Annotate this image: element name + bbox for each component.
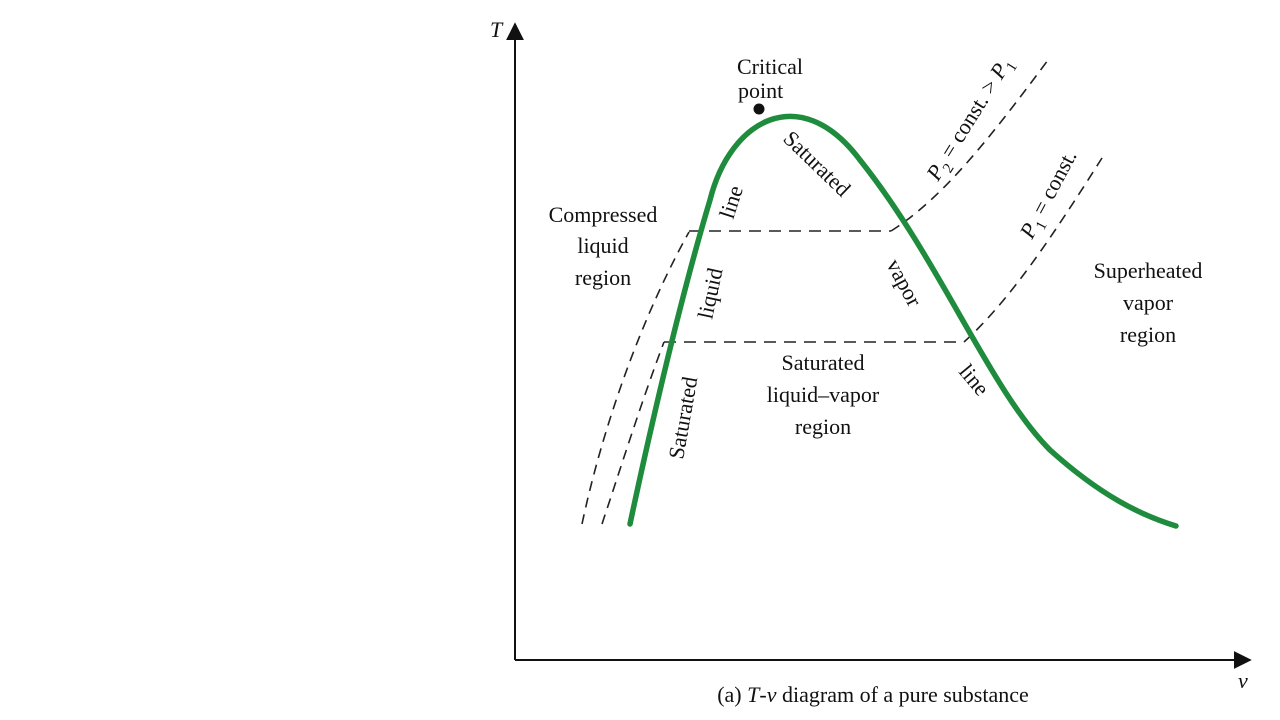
sat-liquid-label-liquid: liquid bbox=[692, 266, 727, 321]
figure-caption: (a) T-v diagram of a pure substance bbox=[717, 682, 1029, 707]
sat-vapor-label-vapor: vapor bbox=[882, 255, 928, 312]
compressed-isobar-p1 bbox=[601, 341, 665, 525]
superheated-region-label-line3: region bbox=[1120, 322, 1176, 347]
sat-liquid-label-line: line bbox=[714, 182, 748, 221]
mixture-region-label-line2: liquid–vapor bbox=[767, 382, 880, 407]
critical-point-marker bbox=[753, 103, 765, 115]
superheated-region-label-line2: vapor bbox=[1123, 290, 1174, 315]
superheated-isobar-p2 bbox=[890, 59, 1049, 232]
superheated-region-label-line1: Superheated bbox=[1094, 258, 1203, 283]
mixture-region-label-line3: region bbox=[795, 414, 851, 439]
compressed-region-label-line3: region bbox=[575, 265, 631, 290]
compressed-region-label-line1: Compressed bbox=[549, 202, 658, 227]
sat-liquid-label-saturated: Saturated bbox=[663, 375, 702, 461]
critical-point-label-line1: Critical bbox=[737, 54, 803, 79]
sat-vapor-label-saturated: Saturated bbox=[779, 126, 856, 202]
mixture-region-label-line1: Saturated bbox=[781, 350, 864, 375]
isobar-p1-label: P1 = const. bbox=[1014, 146, 1086, 246]
compressed-region-label-line2: liquid bbox=[577, 233, 628, 258]
saturation-dome-curve bbox=[627, 113, 1179, 529]
compressed-isobar-p2 bbox=[581, 231, 690, 525]
isobar-p2-label: P2 = const. > P1 bbox=[921, 52, 1022, 188]
superheated-isobar-p1 bbox=[963, 157, 1103, 343]
x-axis-label: v bbox=[1238, 668, 1248, 693]
y-axis-label: T bbox=[490, 17, 504, 42]
critical-point-label-line2: point bbox=[738, 78, 783, 103]
